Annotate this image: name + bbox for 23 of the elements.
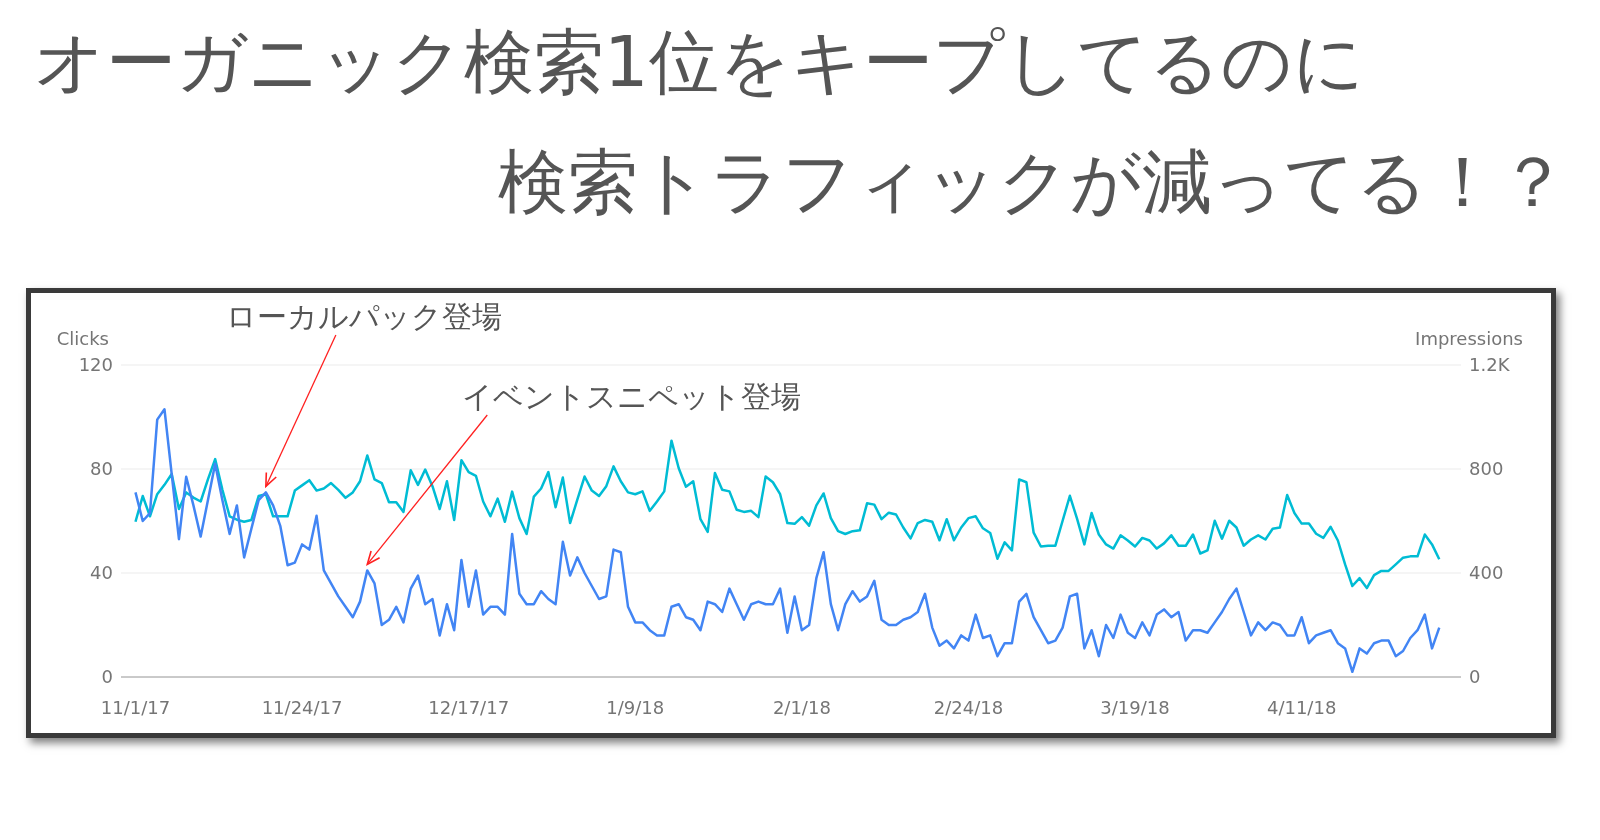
x-tick-label: 11/1/17 (100, 696, 171, 718)
y2-tick-label: 800 (1469, 458, 1504, 480)
x-tick-label: 4/11/18 (1266, 696, 1337, 718)
x-tick-label: 1/9/18 (606, 696, 665, 718)
y2-axis-title: Impressions (1415, 328, 1523, 349)
chart-subtitle: 検索トラフィックが減ってる！？ (498, 140, 1568, 224)
chart-title: オーガニック検索1位をキープしてるのに (34, 20, 1365, 104)
x-tick-label: 11/24/17 (261, 696, 343, 718)
y-tick-label: 120 (78, 354, 113, 376)
y-tick-label: 0 (101, 666, 113, 688)
annotation: イベントスニペット登場 (462, 379, 802, 414)
x-tick-label: 2/1/18 (772, 696, 831, 718)
line-series (134, 439, 1441, 590)
y2-tick-label: 400 (1469, 562, 1504, 584)
x-tick-label: 3/19/18 (1100, 696, 1170, 718)
y-tick-label: 80 (90, 458, 113, 480)
annotation: ローカルパック登場 (225, 299, 502, 334)
y-tick-label: 40 (90, 562, 113, 584)
y2-tick-label: 1.2K (1469, 354, 1511, 376)
y2-tick-label: 0 (1469, 666, 1481, 688)
x-tick-label: 12/17/17 (428, 696, 510, 718)
x-tick-label: 2/24/18 (933, 696, 1004, 718)
y-axis-title: Clicks (56, 328, 109, 349)
